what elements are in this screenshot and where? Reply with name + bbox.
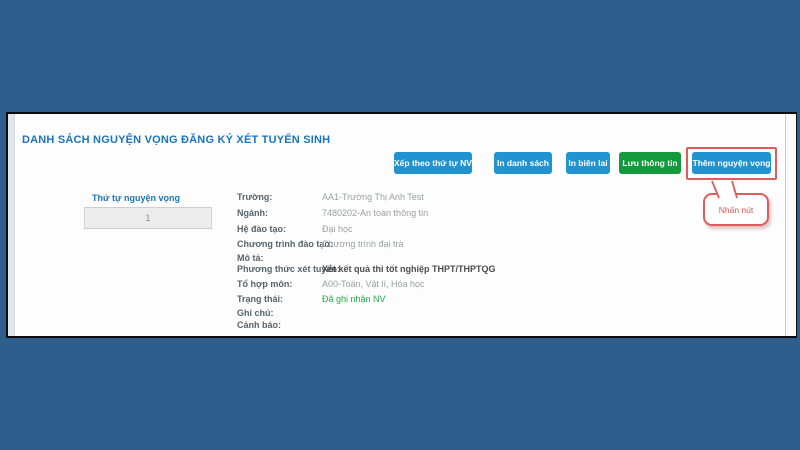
field-label: Ghi chú: [237,308,274,318]
field-label: Mô tả: [237,253,264,263]
field-row-warning: Cảnh báo: [237,319,322,331]
field-label: Tổ hợp môn: [237,279,293,289]
field-label: Hệ đào tạo: [237,224,287,234]
wish-order-input[interactable] [84,207,212,229]
right-scrollbar[interactable] [785,114,796,336]
field-value: Xét kết quả thi tốt nghiệp THPT/THPTQG [322,264,496,274]
field-row-note: Ghi chú: [237,307,322,319]
field-label: Chương trình đào tạo: [237,239,333,249]
field-label: Trạng thái: [237,294,284,304]
sort-by-order-button[interactable]: Xếp theo thứ tự NV [394,152,472,174]
print-receipt-button[interactable]: In biên lai [566,152,610,174]
annotation-highlight-box: Thêm nguyện vọng [686,147,777,180]
annotation-tooltip: Nhấn nút [703,193,769,226]
save-info-button[interactable]: Lưu thông tin [619,152,681,174]
field-label: Trường: [237,192,273,202]
field-row-description: Mô tả: [237,252,322,264]
status-badge: Đã ghi nhận NV [322,294,386,304]
field-row-subject-combination: Tổ hợp môn: A00-Toán, Vật lí, Hóa học [237,278,425,290]
field-row-education-level: Hệ đào tạo: Đại học [237,223,353,235]
field-label: Ngành: [237,208,268,218]
field-row-school: Trường: AA1-Trường Thị Anh Test [237,191,424,203]
field-value: A00-Toán, Vật lí, Hóa học [322,279,425,289]
field-label: Phương thức xét tuyển: [237,264,340,274]
field-row-training-program: Chương trình đào tạo:Chương trình đại tr… [237,238,403,250]
field-row-admission-method: Phương thức xét tuyển:Xét kết quả thi tố… [237,263,496,275]
field-row-status: Trạng thái: Đã ghi nhận NV [237,293,386,305]
add-wish-button[interactable]: Thêm nguyện vọng [692,152,771,174]
field-value: Đại học [322,224,353,234]
annotation-tooltip-label: Nhấn nút [718,204,754,215]
field-row-major: Ngành: 7480202-An toàn thông tin [237,207,428,219]
page-title: DANH SÁCH NGUYỆN VỌNG ĐĂNG KÝ XÉT TUYỂN … [22,134,331,146]
field-value: AA1-Trường Thị Anh Test [322,192,424,202]
screenshot-panel: DANH SÁCH NGUYỆN VỌNG ĐĂNG KÝ XÉT TUYỂN … [6,112,797,338]
left-scrollbar[interactable] [8,114,15,336]
wish-order-label: Thứ tự nguyện vọng [92,193,181,203]
field-value: Chương trình đại trà [322,239,404,249]
print-list-button[interactable]: In danh sách [494,152,552,174]
field-value: 7480202-An toàn thông tin [322,208,429,218]
field-label: Cảnh báo: [237,320,281,330]
